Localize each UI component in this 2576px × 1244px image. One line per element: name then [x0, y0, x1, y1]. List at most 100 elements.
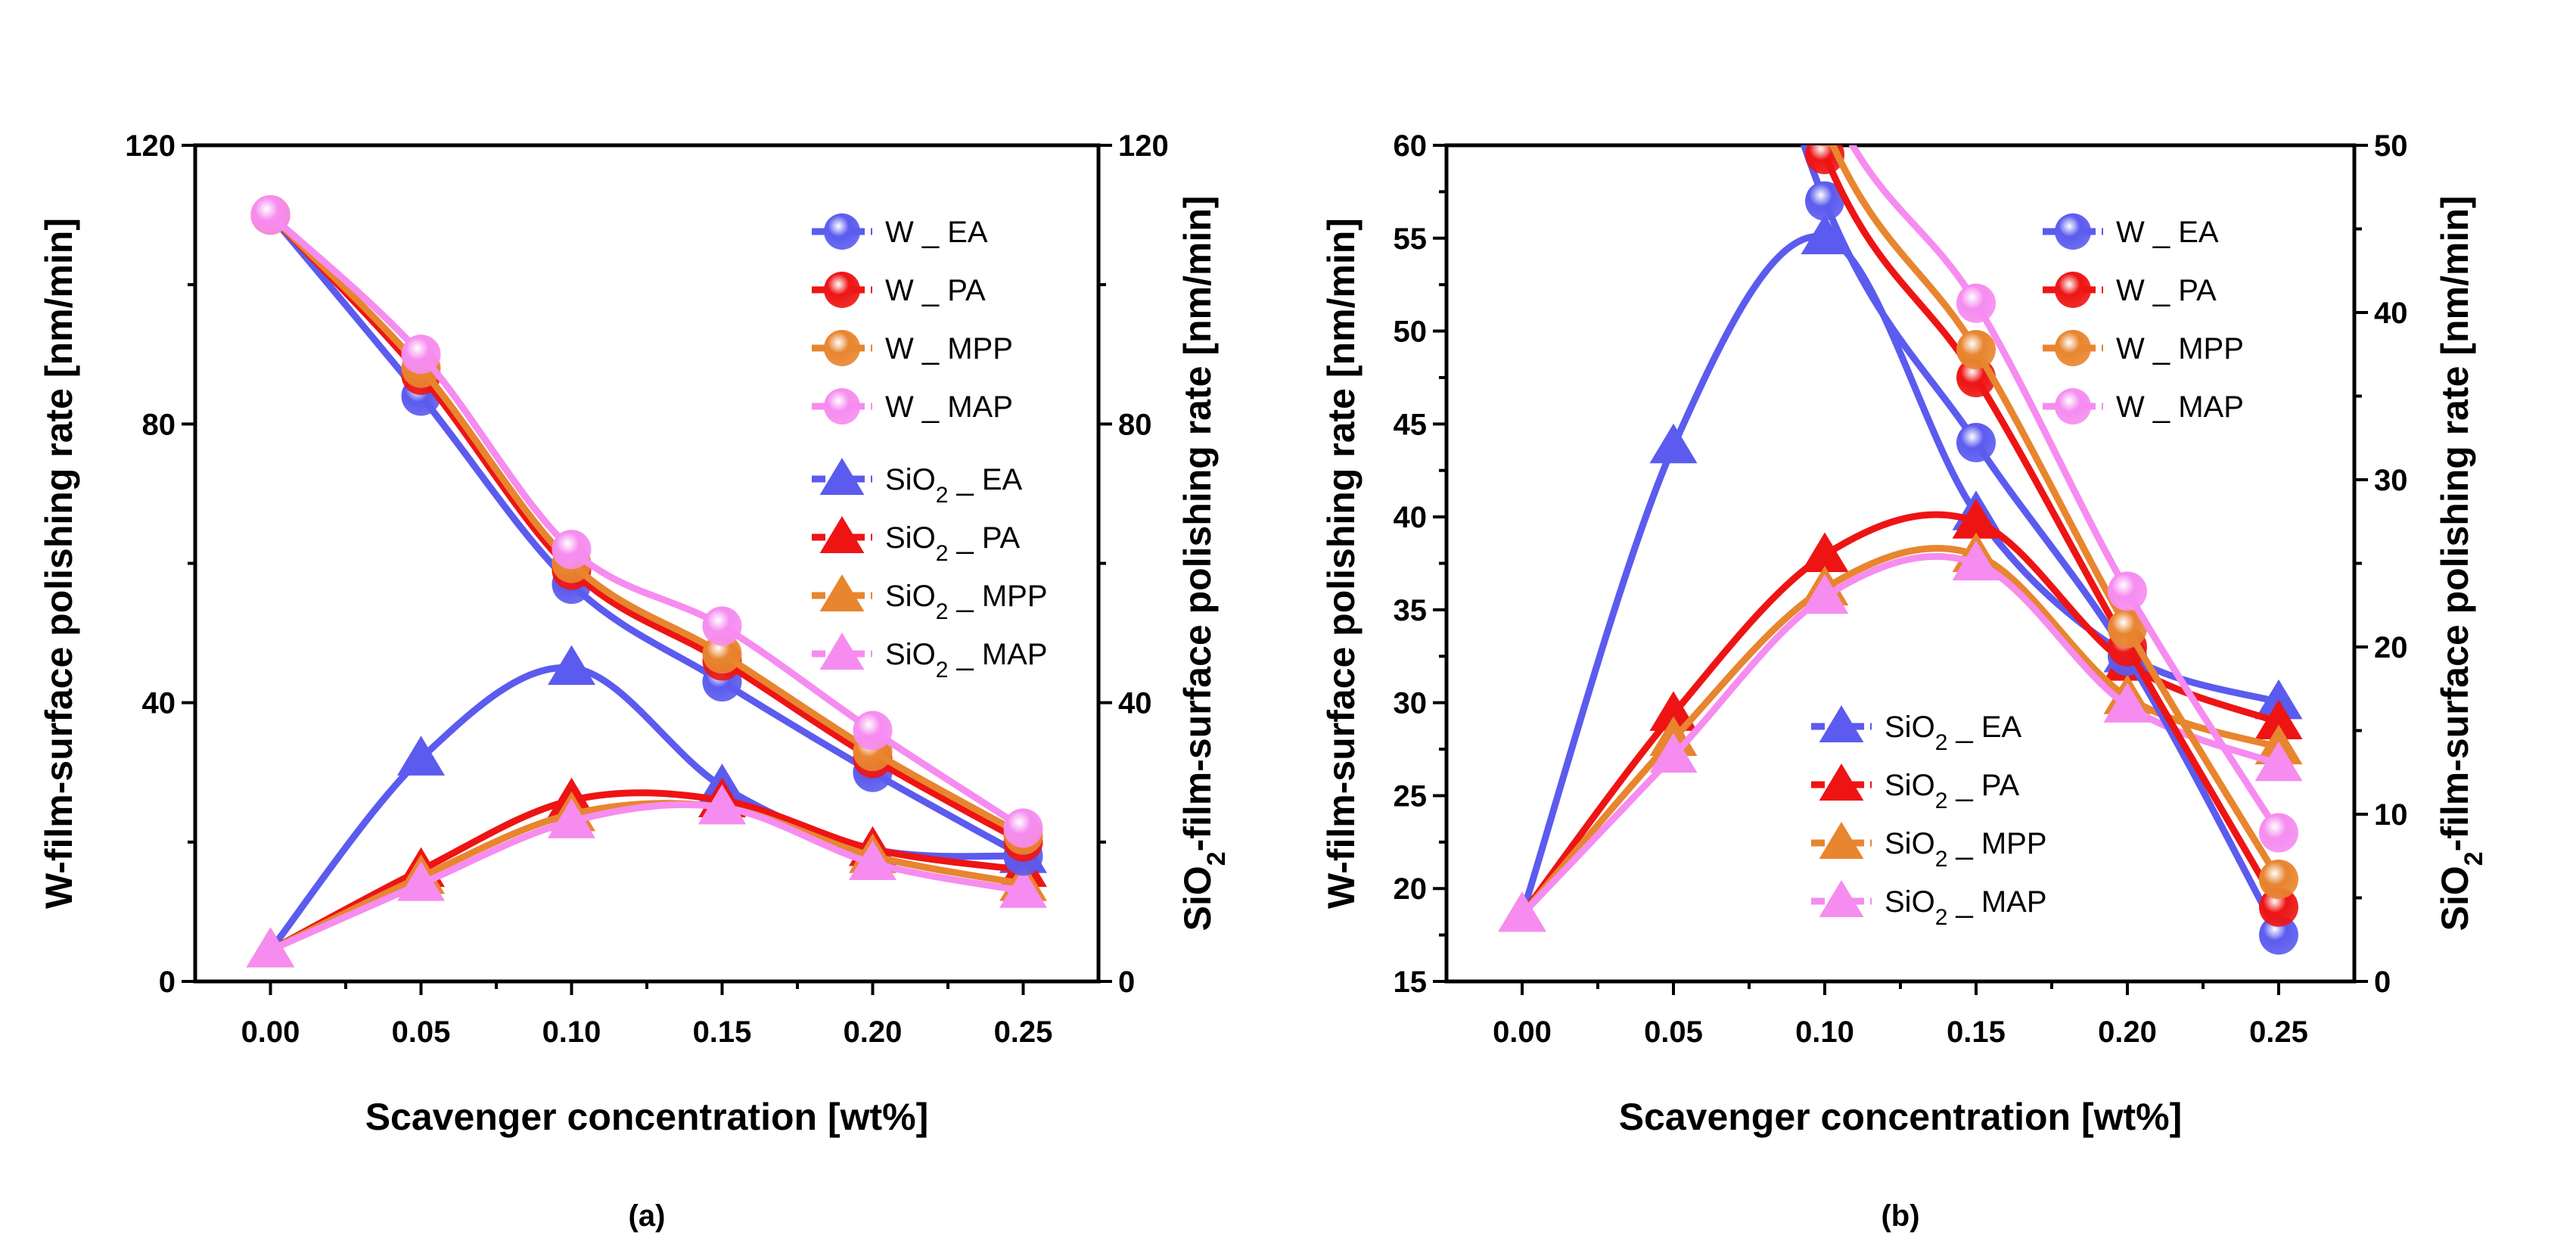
y2-tick-label: 0: [2374, 966, 2391, 999]
legend-label: SiO2 _ EA: [885, 463, 1023, 508]
y-tick-label: 40: [1394, 501, 1428, 534]
x-tick-label: 0.10: [542, 1015, 601, 1049]
legend-entry: W _ PA: [812, 272, 986, 308]
series-line-sio2mpp: [267, 800, 1027, 954]
y-tick-label: 30: [1394, 687, 1428, 720]
legend-sphere-icon: [824, 272, 860, 308]
y-tick-label: 60: [1394, 129, 1428, 163]
y-tick-label: 50: [1394, 316, 1428, 349]
legend-entry: W _ PA: [2043, 272, 2217, 308]
x-tick-label: 0.00: [1493, 1015, 1552, 1049]
legend-label: W _ EA: [2116, 216, 2219, 249]
y2-axis-label: SiO2-film-surface polishing rate [nm/min…: [2434, 196, 2488, 931]
data-point-triangle: [1801, 574, 1849, 614]
legend-triangle-icon: [1819, 764, 1864, 801]
legend-label: SiO2 _ MPP: [885, 580, 1048, 624]
x-axis-label: Scavenger concentration [wt%]: [365, 1096, 929, 1138]
legend-entry: SiO2 _ MAP: [1811, 880, 2047, 930]
data-point-triangle: [397, 861, 445, 901]
legend-entry: W _ MAP: [2043, 388, 2244, 425]
y-tick-label: 55: [1394, 222, 1428, 256]
data-point-triangle: [1649, 732, 1698, 773]
legend-label: W _ MAP: [885, 390, 1013, 424]
data-point-triangle: [2103, 683, 2152, 723]
legend-entry: SiO2 _ PA: [1811, 764, 2020, 813]
data-point-sphere: [1818, 145, 1832, 147]
data-point-sphere: [702, 606, 742, 646]
legend-label: SiO2 _ PA: [885, 521, 1021, 566]
legend-label: W _ PA: [2116, 274, 2217, 307]
data-point-sphere: [1956, 330, 1996, 370]
legend-label: W _ PA: [885, 274, 986, 307]
y2-tick-label: 20: [2374, 631, 2408, 664]
legend-label: SiO2 _ PA: [1885, 769, 2020, 813]
legend-label: SiO2 _ MPP: [1885, 827, 2047, 872]
legend-triangle-icon: [819, 633, 865, 670]
data-point-triangle: [548, 645, 595, 686]
y-tick-label: 80: [142, 408, 176, 441]
data-point-triangle: [247, 927, 294, 968]
data-point-sphere: [2259, 887, 2298, 927]
y2-tick-label: 40: [2374, 297, 2408, 330]
y2-tick-label: 120: [1118, 129, 1169, 163]
data-point-sphere: [853, 711, 893, 751]
data-point-sphere: [1805, 70, 1844, 109]
y2-tick-label: 50: [2374, 129, 2408, 163]
panel-caption: (b): [1881, 1199, 1919, 1233]
x-tick-label: 0.10: [1795, 1015, 1854, 1049]
data-point-triangle: [1498, 891, 1546, 932]
y2-axis-label: SiO2-film-surface polishing rate [nm/min…: [1176, 196, 1231, 931]
data-point-sphere: [401, 334, 441, 375]
x-tick-label: 0.00: [241, 1015, 300, 1049]
x-tick-label: 0.15: [693, 1015, 752, 1049]
y-tick-label: 20: [1394, 872, 1428, 906]
x-tick-label: 0.20: [2098, 1015, 2157, 1049]
legend-label: W _ MAP: [2116, 390, 2244, 424]
y2-tick-label: 10: [2374, 798, 2408, 832]
legend-entry: W _ MPP: [2043, 330, 2244, 366]
data-point-sphere: [1956, 283, 1996, 323]
data-point-sphere: [1956, 422, 1996, 462]
x-tick-label: 0.25: [994, 1015, 1053, 1049]
series-line-sio2map: [267, 801, 1027, 954]
x-tick-label: 0.25: [2249, 1015, 2308, 1049]
chart-panel-b: 0.00 0.05 0.10 0.15 0.20 0.25 15 20 25 30 35 40 45 50…: [1320, 70, 2488, 1233]
y-tick-label: 40: [142, 687, 176, 720]
data-point-sphere: [552, 530, 592, 570]
data-point-sphere: [1805, 181, 1844, 221]
data-point-sphere: [2108, 608, 2147, 648]
legend-label: SiO2 _ MAP: [885, 638, 1048, 683]
legend-entry: W _ MPP: [812, 330, 1013, 366]
data-point-sphere: [702, 634, 742, 674]
legend-label: W _ EA: [885, 216, 988, 249]
data-point-sphere: [1003, 808, 1043, 848]
data-point-triangle: [849, 840, 896, 880]
chart-panel-a: 0.00 0.05 0.10 0.15 0.20 0.25 0 40 80 120 0 40 80 120…: [38, 129, 1231, 1233]
legend-triangle-icon: [819, 574, 865, 611]
legend-entry: SiO2 _ MAP: [812, 633, 1048, 683]
legend-sphere-icon: [824, 330, 860, 366]
legend-sphere-icon: [2055, 272, 2091, 308]
legend-label: W _ MPP: [885, 332, 1013, 365]
y-tick-label: 35: [1394, 594, 1428, 627]
x-axis-label: Scavenger concentration [wt%]: [1619, 1096, 2183, 1138]
y2-tick-label: 40: [1118, 687, 1152, 720]
data-point-sphere: [2259, 915, 2298, 955]
legend-label: SiO2 _ MAP: [1885, 885, 2047, 930]
x-tick-label: 0.05: [392, 1015, 451, 1049]
y-tick-label: 45: [1394, 408, 1428, 441]
y-tick-label: 0: [159, 966, 176, 999]
legend-triangle-icon: [1819, 705, 1864, 742]
legend-entry: SiO2 _ MPP: [1811, 822, 2047, 872]
data-point-triangle: [1952, 499, 2000, 539]
legend-sphere-icon: [2055, 388, 2091, 425]
x-tick-label: 0.20: [844, 1015, 903, 1049]
legend-triangle-icon: [819, 516, 865, 553]
data-point-sphere: [250, 195, 291, 235]
data-point-triangle: [698, 784, 746, 825]
legend-triangle-icon: [819, 458, 865, 495]
legend-sphere-icon: [824, 213, 860, 250]
y-tick-label: 15: [1394, 966, 1428, 999]
series-line-wea: [1800, 145, 2282, 939]
data-point-triangle: [2254, 679, 2303, 720]
